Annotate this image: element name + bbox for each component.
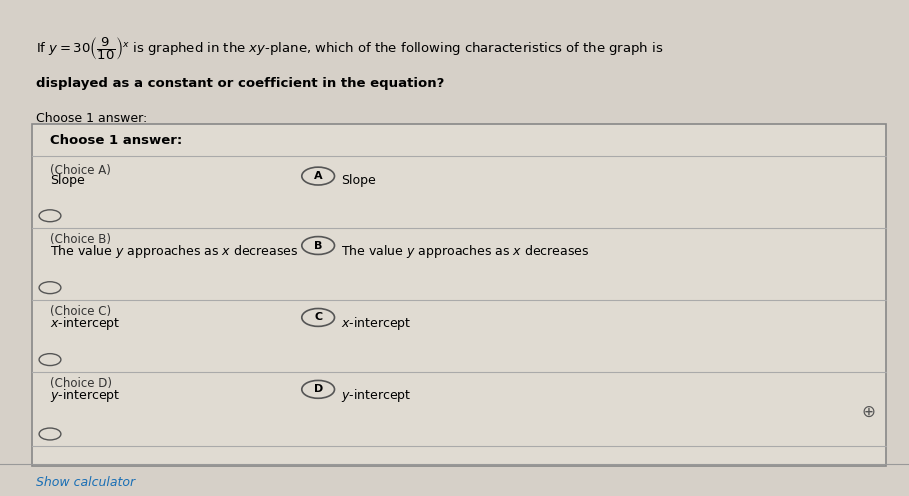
Text: (Choice C): (Choice C) [50, 305, 111, 318]
Text: (Choice A): (Choice A) [50, 164, 111, 177]
Text: Slope: Slope [50, 174, 85, 186]
Text: B: B [314, 241, 323, 250]
Text: $y$-intercept: $y$-intercept [50, 387, 121, 404]
Text: Slope: Slope [341, 174, 375, 186]
Text: $x$-intercept: $x$-intercept [341, 315, 412, 332]
Text: The value $y$ approaches as $x$ decreases: The value $y$ approaches as $x$ decrease… [341, 243, 589, 260]
Text: Choose 1 answer:: Choose 1 answer: [50, 134, 182, 147]
Text: $x$-intercept: $x$-intercept [50, 315, 121, 332]
Text: If $y = 30\left(\dfrac{9}{10}\right)^x$ is graphed in the $xy$-plane, which of t: If $y = 30\left(\dfrac{9}{10}\right)^x$ … [36, 35, 664, 62]
Text: displayed as a constant or coefficient in the equation?: displayed as a constant or coefficient i… [36, 77, 445, 90]
Text: ⊕: ⊕ [861, 403, 875, 421]
Text: The value $y$ approaches as $x$ decreases: The value $y$ approaches as $x$ decrease… [50, 243, 298, 260]
Text: Show calculator: Show calculator [36, 476, 135, 489]
Text: D: D [314, 384, 323, 394]
Text: (Choice D): (Choice D) [50, 377, 112, 390]
Text: $y$-intercept: $y$-intercept [341, 387, 412, 404]
Text: (Choice B): (Choice B) [50, 233, 111, 246]
Text: C: C [315, 312, 322, 322]
Text: A: A [314, 171, 323, 181]
Text: Choose 1 answer:: Choose 1 answer: [36, 112, 147, 124]
